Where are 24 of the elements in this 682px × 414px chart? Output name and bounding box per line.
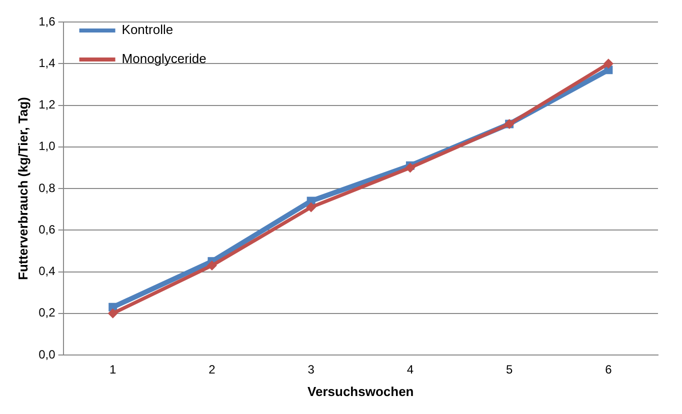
x-tick-label: 1 (110, 362, 116, 377)
x-tick-label: 6 (605, 362, 612, 377)
legend-label: Monoglyceride (122, 51, 206, 66)
y-tick-label: 1,6 (38, 14, 56, 28)
y-tick-label: 0,0 (38, 347, 56, 362)
y-tick-label: 1,0 (38, 139, 56, 154)
y-tick-label: 1,2 (38, 98, 56, 112)
point (306, 202, 316, 212)
y-tick-label: 0,8 (38, 180, 56, 195)
x-axis-title: Versuchswochen (308, 384, 414, 399)
legend-label: Kontrolle (122, 22, 174, 38)
y-tick-label: 1,4 (38, 56, 56, 70)
x-tick-label: 2 (208, 362, 216, 377)
point (206, 260, 217, 271)
y-tick-label: 0,6 (38, 222, 56, 236)
y-tick-label: 0,2 (38, 306, 56, 320)
point (405, 162, 416, 173)
point (603, 58, 614, 69)
x-tick-label: 4 (406, 362, 414, 377)
x-tick-label: 3 (308, 362, 315, 377)
x-tick-label: 5 (506, 362, 513, 377)
point (108, 308, 118, 318)
y-tick-label: 0,4 (38, 264, 56, 278)
y-axis-title: Futterverbrauch (kg/Tier, Tag) (15, 96, 30, 280)
